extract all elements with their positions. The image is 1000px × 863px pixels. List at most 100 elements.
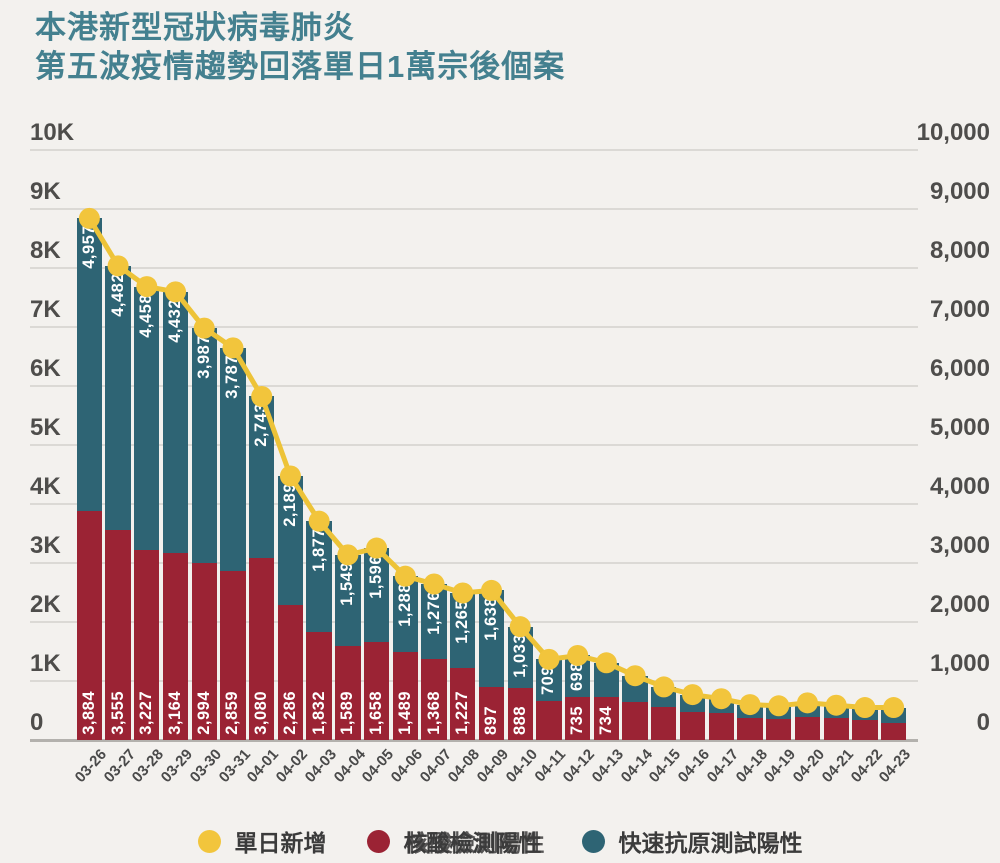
bar-rat-segment [76,218,102,511]
bar-nucleic-segment [392,652,418,740]
x-axis-tick: 04-02 [272,746,312,786]
x-axis-tick: 03-31 [215,746,254,786]
legend-rat-label: 快速抗原測試陽性 [618,830,803,856]
x-axis-tick: 04-08 [445,746,484,786]
bar-rat-segment [363,548,390,643]
bar-nucleic-segment [536,701,562,740]
bar-nucleic-segment [162,553,189,740]
bar-nucleic-segment [105,530,131,740]
bar-rat-segment [450,592,476,668]
legend: 單日新增 核酸檢測陽性 快速抗原測試陽性 [0,824,1000,858]
y-axis-tick-right: 1,000 [929,650,990,677]
daily-total-dot [624,665,646,687]
daily-total-dot [193,317,215,339]
gridline [30,444,918,446]
x-axis-labels: 03-26 03-27 03-28 03-29 03-30 03-31 04-01 04-02… [72,746,915,826]
daily-line-layer [78,207,905,719]
daily-total-line [87,217,894,710]
bar-nucleic-segment [766,718,792,740]
daily-total-dot [308,510,330,532]
bar-nucleic-segment [421,659,447,740]
x-axis-tick: 04-22 [847,746,886,786]
daily-total-dot [509,616,531,638]
bar-nucleic-segment [852,719,878,740]
bar-nucleic-segment [622,702,648,740]
bar-nucleic-segment [277,605,304,740]
y-axis-tick-left: 0 [30,709,44,736]
bar-nucleic-segment [249,558,275,740]
y-axis-tick-left: 3K [30,532,61,559]
chart-title-line1: 本港新型冠狀病毒肺炎 [35,10,355,45]
daily-total-dot [452,582,474,604]
y-axis-tick-left: 4K [30,473,61,500]
legend-daily-dot-icon [197,829,221,853]
bar-nucleic-segment [880,722,907,740]
bar-nucleic-segment [335,646,361,740]
bar-nucleic-segment [823,718,849,740]
daily-total-dot [481,579,502,601]
y-axis-tick-right: 7,000 [929,296,990,323]
bar-nucleic-segment [363,642,390,740]
daily-total-dot [854,697,876,719]
y-axis-tick-right: 0 [976,709,990,736]
daily-total-dot [136,276,158,298]
x-axis-tick: 04-10 [502,746,541,786]
x-axis-tick: 04-21 [818,746,857,786]
bar-nucleic-segment [507,687,533,740]
x-axis-tick: 04-04 [330,746,369,786]
daily-total-dot [739,694,761,716]
y-axis-tick-left: 5K [30,414,61,441]
y-axis-tick-right: 3,000 [929,532,990,559]
x-axis-tick: 04-16 [674,746,714,786]
x-axis-tick: 04-11 [531,746,570,786]
bar-nucleic-segment [306,631,332,740]
daily-total-dot [653,676,675,698]
x-axis-tick: 04-14 [617,746,656,786]
bar-rat-segment [134,286,160,550]
gridline [30,149,918,151]
daily-total-dot [768,695,790,717]
y-axis-tick-left: 8K [30,237,61,264]
bar-rat-segment [220,347,246,572]
legend-item-rat: 快速抗原測試陽性 [581,824,803,858]
legend-nucleic-dot-icon [366,829,390,853]
x-axis-tick: 04-18 [732,746,771,786]
x-axis-tick: 03-27 [100,746,139,786]
legend-item-nucleic: 核酸檢測陽性 [366,824,542,858]
x-axis-tick: 04-20 [789,746,829,786]
x-axis-tick: 04-17 [703,746,742,786]
bar-nucleic-segment [679,711,706,740]
daily-total-dot [567,644,589,666]
y-axis-tick-right: 5,000 [929,414,990,441]
daily-total-dot [710,688,732,710]
x-axis-tick: 04-05 [358,746,398,786]
x-axis-tick: 04-01 [244,746,283,786]
bar-nucleic-segment [191,563,217,740]
bar-rat-segment [478,590,505,688]
y-axis-tick-right: 6,000 [929,355,990,382]
gridline [30,267,918,269]
legend-daily-label: 單日新增 [234,830,327,856]
x-axis-baseline [30,739,918,742]
bar-nucleic-segment [76,510,102,740]
x-axis-tick: 03-28 [129,746,168,786]
daily-total-dot [337,544,359,566]
gridline [30,385,918,387]
bar-nucleic-segment [478,687,505,740]
bar-nucleic-segment [593,696,620,740]
y-axis-tick-right: 4,000 [929,473,990,500]
y-axis-tick-left: 6K [30,355,61,382]
x-axis-tick: 03-30 [186,746,225,786]
y-axis-tick-left: 1K [30,650,61,677]
x-axis-tick: 04-23 [875,746,915,786]
gridline [30,503,918,505]
bar-rat-segment [335,554,361,647]
daily-total-dot [595,652,617,674]
daily-total-dot [394,565,416,587]
bar-nucleic-segment [134,549,160,740]
bar-nucleic-segment [450,667,476,740]
bar-rat-segment [421,584,447,660]
daily-total-dot [366,537,388,559]
gridline [30,208,918,210]
